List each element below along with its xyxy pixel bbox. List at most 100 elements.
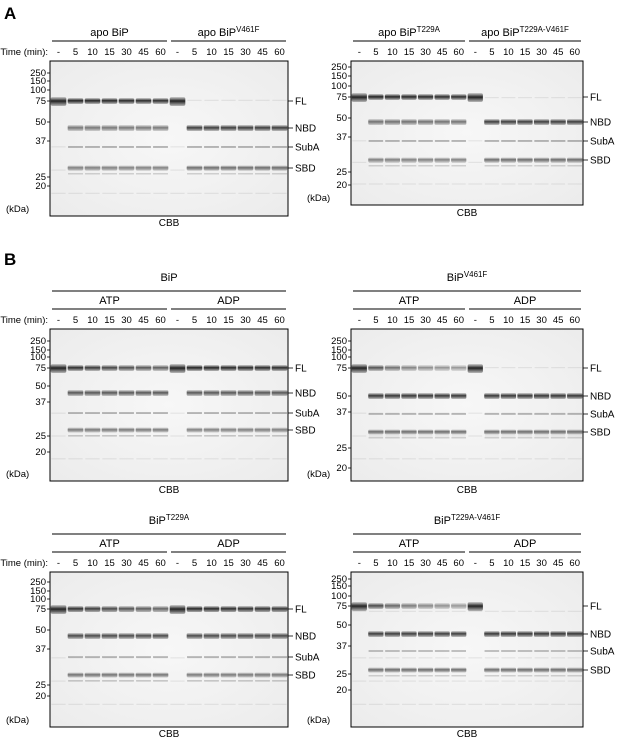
faint-band: [272, 657, 287, 659]
gel-image: [49, 328, 289, 482]
faint-band: [119, 680, 134, 682]
faint-band: [567, 97, 582, 99]
faint-band: [567, 165, 583, 167]
suba-band: [550, 140, 566, 142]
faint-band: [534, 657, 549, 659]
faint-band: [352, 161, 367, 163]
faint-band: [551, 435, 566, 437]
kda-label: (kDa): [6, 469, 29, 480]
faint-band: [153, 412, 168, 414]
faint-band: [518, 435, 532, 437]
faint-band: [238, 680, 253, 682]
time-point-label: 5: [73, 315, 78, 326]
fl-band: [384, 365, 401, 371]
fl-band: [220, 606, 237, 612]
faint-band: [418, 458, 433, 460]
suba-band: [534, 140, 549, 142]
suba-band: [401, 413, 417, 415]
faint-band: [484, 183, 499, 185]
faint-band: [484, 437, 500, 439]
suba-band: [517, 650, 533, 652]
faint-band: [385, 165, 400, 167]
faint-band: [418, 610, 433, 612]
time-point-label: 30: [121, 558, 132, 569]
time-label: Time (min):: [0, 558, 48, 569]
fl-band: [220, 365, 237, 371]
band-label: SBD: [590, 666, 611, 677]
faint-band: [272, 99, 287, 101]
faint-band: [368, 703, 383, 705]
faint-band: [153, 680, 168, 682]
sbd-band: [152, 165, 169, 171]
kda-label: (kDa): [307, 469, 330, 480]
faint-band: [102, 458, 117, 460]
band-label: SubA: [295, 143, 320, 154]
nbd-band: [500, 393, 517, 399]
marker-label: 20: [35, 447, 46, 458]
nbd-band: [417, 631, 434, 637]
gel-image: [49, 571, 289, 728]
time-point-label: 10: [387, 47, 398, 58]
time-point-label: 60: [569, 315, 580, 326]
faint-band: [435, 140, 450, 142]
fl-band: [203, 365, 220, 371]
faint-band: [402, 140, 416, 142]
faint-band: [102, 680, 117, 682]
faint-band: [468, 435, 483, 437]
faint-band: [85, 435, 100, 437]
suba-band: [517, 140, 533, 142]
nucleotide-label: ADP: [514, 538, 537, 550]
faint-band: [68, 703, 83, 705]
faint-band: [368, 165, 384, 167]
gel-title: BiP: [160, 272, 177, 284]
marker-label: 250: [331, 574, 347, 585]
faint-band: [385, 680, 400, 682]
faint-band: [51, 192, 66, 194]
sbd-band: [550, 429, 566, 435]
band-label: FL: [590, 93, 602, 104]
faint-band: [272, 146, 287, 148]
faint-band: [368, 458, 383, 460]
faint-band: [551, 367, 566, 369]
nbd-band: [271, 390, 288, 396]
faint-band: [418, 703, 433, 705]
faint-band: [468, 703, 483, 705]
nbd-band: [203, 633, 220, 639]
faint-band: [51, 458, 66, 460]
time-point-label: 15: [520, 315, 531, 326]
faint-band: [255, 146, 270, 148]
suba-band: [238, 656, 253, 658]
faint-band: [51, 703, 66, 705]
nbd-band: [186, 125, 203, 131]
faint-band: [402, 458, 416, 460]
faint-band: [518, 703, 532, 705]
sbd-band: [368, 667, 384, 673]
time-point-label: 10: [387, 315, 398, 326]
faint-band: [534, 675, 549, 677]
faint-band: [551, 97, 566, 99]
sbd-band: [550, 157, 566, 163]
nbd-band: [152, 125, 169, 131]
marker-label: 37: [35, 397, 46, 408]
faint-band: [221, 435, 236, 437]
faint-band: [136, 173, 151, 175]
time-point-label: 60: [155, 315, 166, 326]
faint-band: [501, 183, 516, 185]
faint-band: [518, 97, 532, 99]
suba-band: [255, 146, 270, 148]
faint-band: [451, 703, 466, 705]
nbd-band: [220, 633, 237, 639]
faint-band: [204, 657, 219, 659]
suba-band: [255, 656, 270, 658]
time-point-label: -: [57, 47, 60, 58]
faint-band: [402, 680, 416, 682]
time-point-label: 30: [240, 47, 251, 58]
fl-band: [101, 365, 118, 371]
nbd-band: [384, 119, 401, 125]
suba-band: [451, 413, 467, 415]
marker-label: 150: [30, 76, 46, 87]
time-point-label: 30: [536, 558, 547, 569]
stain-label: CBB: [159, 729, 180, 740]
time-point-label: 15: [520, 47, 531, 58]
faint-band: [136, 435, 151, 437]
